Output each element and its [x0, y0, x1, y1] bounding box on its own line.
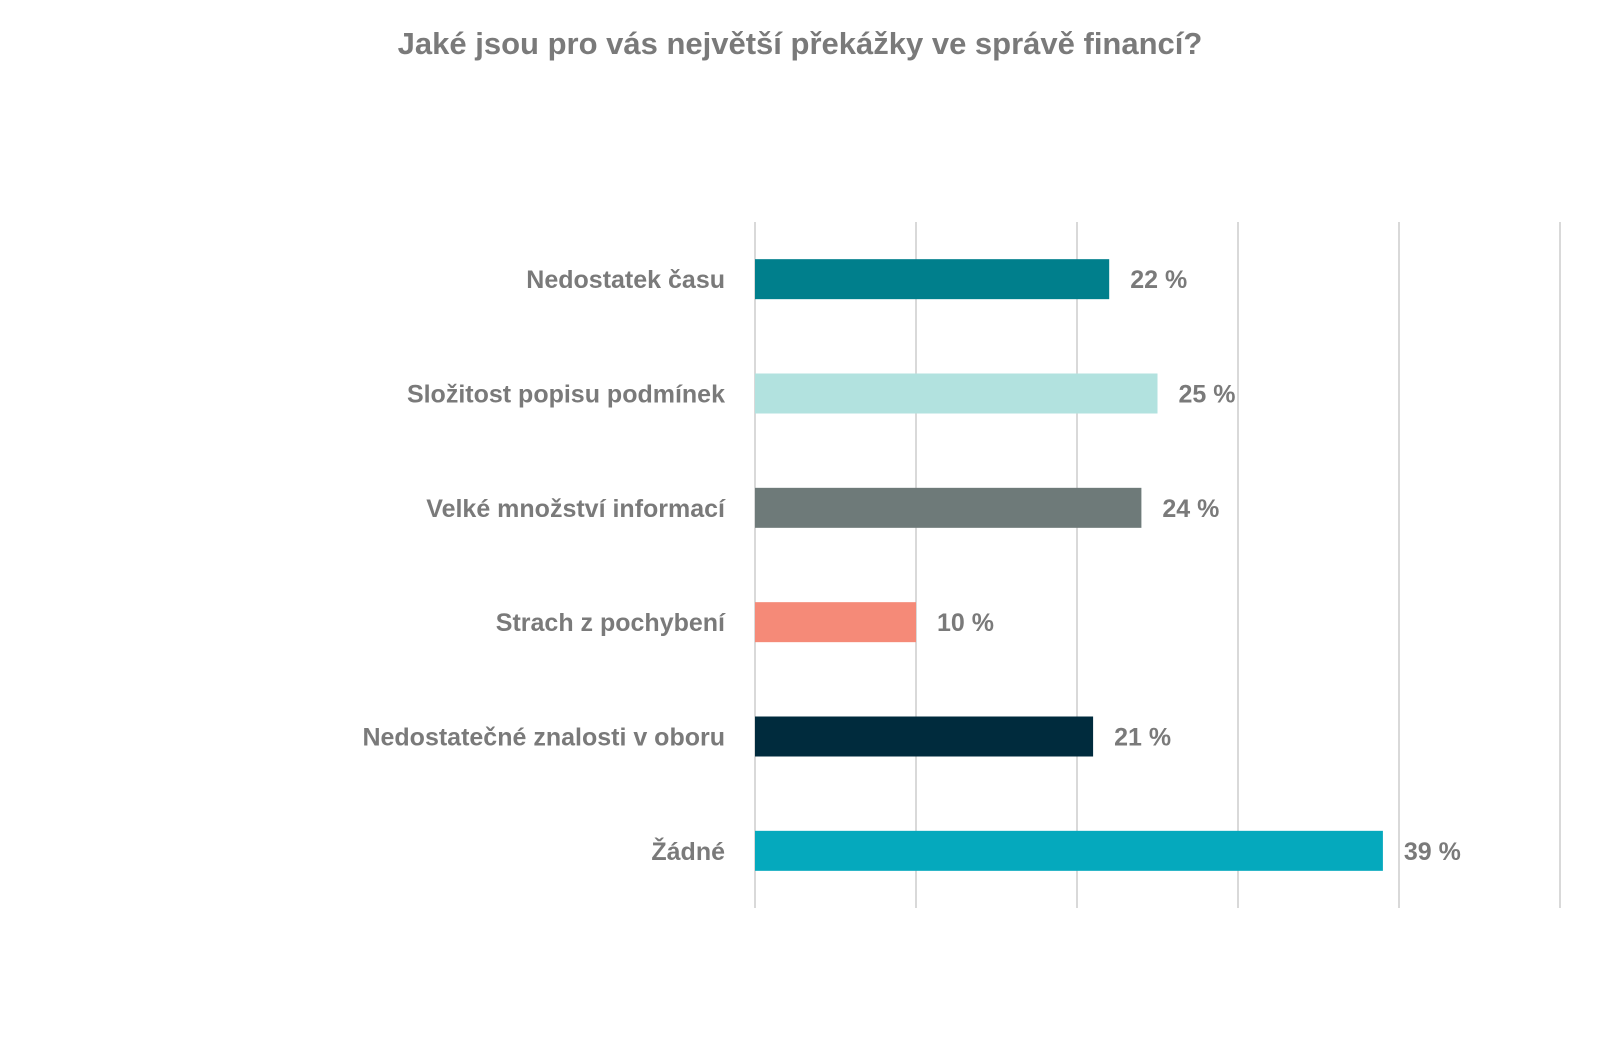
category-label: Nedostatečné znalosti v oboru [362, 724, 725, 752]
bars [755, 259, 1383, 871]
bar [755, 602, 916, 643]
chart-title: Jaké jsou pro vás největší překážky ve s… [397, 26, 1203, 61]
category-label: Složitost popisu podmínek [407, 381, 725, 409]
data-label: 25 % [1179, 381, 1236, 409]
category-label: Strach z pochybení [496, 609, 726, 637]
data-label: 10 % [937, 609, 994, 637]
data-label: 21 % [1114, 724, 1171, 752]
bar [755, 373, 1158, 414]
category-label: Nedostatek času [526, 266, 725, 294]
data-label: 24 % [1162, 495, 1219, 523]
labels: Nedostatek času 22 % Složitost popisu podm… [362, 266, 1460, 866]
category-label: Žádné [651, 836, 725, 866]
category-label: Velké množství informací [426, 495, 726, 523]
data-label: 39 % [1404, 838, 1461, 866]
gridlines [754, 222, 1561, 908]
bar [755, 830, 1383, 871]
bar [755, 487, 1142, 528]
bar [755, 716, 1094, 757]
data-label: 22 % [1130, 266, 1187, 294]
bar [755, 259, 1110, 300]
